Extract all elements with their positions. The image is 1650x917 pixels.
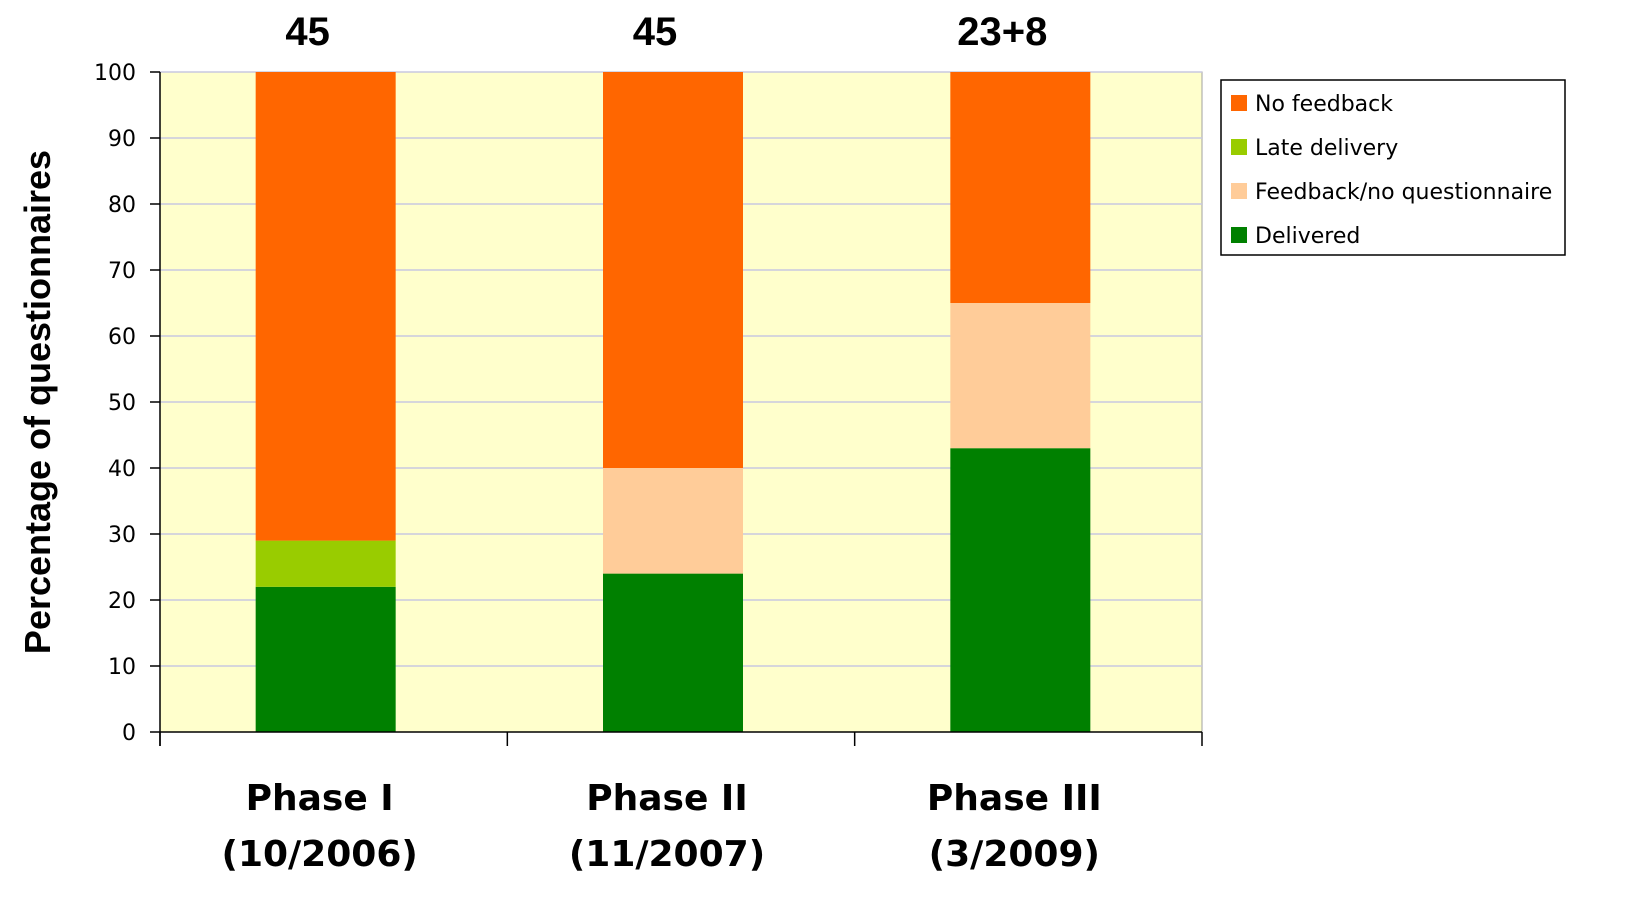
y-tick-label: 60	[108, 325, 136, 350]
y-axis-label: Percentage of questionnaires	[17, 150, 58, 654]
legend-swatch	[1231, 227, 1247, 243]
x-category-date: (10/2006)	[221, 834, 417, 875]
bar-segment	[950, 448, 1091, 732]
bar-segment	[603, 573, 743, 732]
legend-swatch	[1231, 183, 1247, 199]
x-category-date: (3/2009)	[929, 834, 1100, 875]
legend-swatch	[1231, 139, 1247, 155]
bars	[255, 72, 1091, 732]
legend-label: No feedback	[1255, 92, 1393, 117]
y-tick-label: 100	[94, 61, 136, 86]
legend-label: Feedback/no questionnaire	[1255, 180, 1552, 205]
bar-segment	[255, 540, 396, 587]
bar-segment	[603, 72, 743, 468]
x-category-label: Phase II	[586, 778, 747, 819]
bar-segment	[950, 72, 1091, 303]
top-count-label: 45	[633, 10, 678, 54]
bar-segment	[255, 72, 396, 541]
y-tick-labels: 0 10 20 30 40 50 60 70 80 90 100	[94, 61, 136, 746]
x-category-labels: Phase I (10/2006) Phase II (11/2007) Phase I…	[221, 778, 1101, 875]
y-tick-label: 80	[108, 193, 136, 218]
x-category-label: Phase I	[246, 778, 394, 819]
y-tick-label: 50	[108, 391, 136, 416]
bar-segment	[255, 586, 396, 732]
y-tick-label: 70	[108, 259, 136, 284]
y-tick-label: 90	[108, 127, 136, 152]
legend-label: Late delivery	[1255, 136, 1398, 161]
y-tick-label: 30	[108, 523, 136, 548]
y-tick-label: 0	[122, 721, 136, 746]
top-count-label: 23+8	[957, 10, 1047, 54]
legend-label: Delivered	[1255, 224, 1360, 249]
y-tick-label: 20	[108, 589, 136, 614]
y-tick-label: 10	[108, 655, 136, 680]
x-category-label: Phase III	[927, 778, 1102, 819]
x-category-date: (11/2007)	[569, 834, 765, 875]
legend-swatch	[1231, 95, 1247, 111]
y-tick-label: 40	[108, 457, 136, 482]
bar-segment	[950, 303, 1091, 449]
top-labels: 45 45 23+8	[285, 10, 1047, 54]
axes	[150, 71, 1203, 746]
top-count-label: 45	[285, 10, 330, 54]
legend: No feedback Late delivery Feedback/no ques…	[1220, 79, 1566, 256]
bar-segment	[603, 468, 743, 574]
legend-box	[1220, 79, 1566, 256]
